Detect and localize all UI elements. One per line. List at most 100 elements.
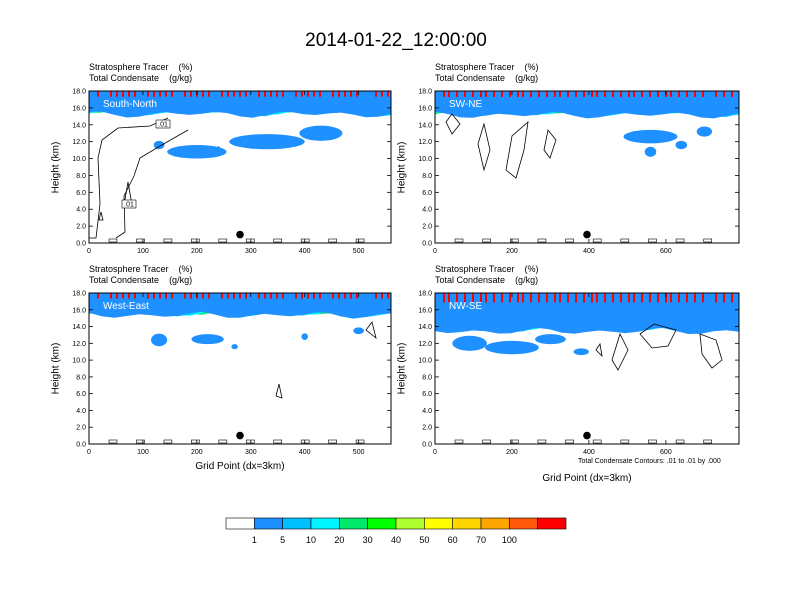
surface-contour bbox=[592, 439, 602, 444]
x-tick-label: 600 bbox=[660, 248, 672, 255]
x-tick-label: 100 bbox=[137, 248, 149, 255]
y-tick-label: 16.0 bbox=[72, 307, 86, 314]
colorbar-swatch bbox=[509, 517, 538, 530]
title-unit-condensate: (g/kg) bbox=[169, 73, 193, 83]
y-tick-label: 6.0 bbox=[422, 190, 432, 197]
tracer-streak bbox=[258, 91, 260, 97]
tracer-streak bbox=[517, 293, 519, 303]
plot-area bbox=[435, 91, 739, 243]
condensate-contour bbox=[477, 122, 491, 172]
surface-contour bbox=[355, 238, 365, 243]
tracer-streak bbox=[128, 293, 130, 299]
tracer-streak bbox=[538, 91, 540, 97]
tracer-streak bbox=[171, 91, 173, 97]
tracer-streak bbox=[591, 91, 593, 97]
tracer-streak bbox=[464, 293, 466, 303]
title-unit-tracer: (%) bbox=[178, 264, 193, 274]
tracer-blob bbox=[191, 334, 224, 345]
y-tick-label: 2.0 bbox=[76, 425, 86, 432]
tracer-streak bbox=[546, 293, 548, 303]
tracer-streak bbox=[227, 91, 229, 97]
tracer-streak bbox=[443, 91, 445, 97]
tracer-streak bbox=[530, 293, 532, 303]
y-tick-label: 14.0 bbox=[418, 122, 432, 129]
tracer-streak bbox=[575, 293, 577, 303]
tracer-streak bbox=[122, 91, 124, 97]
tracer-streak bbox=[633, 91, 635, 97]
surface-contour bbox=[565, 238, 574, 243]
contour-note: Total Condensate Contours: .01 to .01 by… bbox=[578, 458, 721, 465]
colorbar-swatch bbox=[424, 517, 453, 530]
tracer-streak bbox=[604, 293, 606, 303]
plot-area bbox=[435, 293, 739, 444]
x-tick-label: 400 bbox=[583, 449, 595, 456]
tracer-streak bbox=[649, 91, 651, 97]
tracer-streak bbox=[301, 91, 303, 97]
tracer-streak bbox=[678, 91, 680, 97]
x-tick-label: 400 bbox=[299, 449, 311, 456]
tracer-streak bbox=[501, 91, 503, 97]
x-tick-label: 500 bbox=[353, 449, 365, 456]
tracer-streak bbox=[147, 293, 149, 299]
contour-label: .01 bbox=[124, 202, 134, 209]
tracer-streak bbox=[375, 91, 377, 97]
tracer-blob bbox=[299, 125, 343, 141]
tracer-streak bbox=[295, 91, 297, 97]
tracer-streak bbox=[338, 91, 340, 97]
surface-contour bbox=[509, 238, 519, 243]
surface-contour bbox=[136, 238, 145, 243]
tracer-streak bbox=[332, 293, 334, 299]
tracer-streak bbox=[245, 91, 247, 97]
surface-contour bbox=[300, 238, 310, 243]
tracer-streak bbox=[731, 293, 733, 303]
tracer-streak bbox=[715, 293, 717, 303]
contour-label-box bbox=[155, 119, 171, 129]
tracer-streak bbox=[657, 293, 659, 303]
y-tick-label: 16.0 bbox=[72, 105, 86, 112]
y-tick-label: 0.0 bbox=[422, 442, 432, 449]
plot-background bbox=[89, 293, 391, 444]
colorbar-swatch bbox=[310, 517, 340, 530]
y-tick-label: 10.0 bbox=[72, 358, 86, 365]
tracer-streak bbox=[620, 293, 622, 303]
tracer-streak bbox=[134, 293, 136, 299]
tracer-streak bbox=[583, 293, 585, 303]
colorbar-label: 70 bbox=[476, 535, 486, 545]
surface-contour bbox=[245, 439, 255, 444]
tracer-streak bbox=[344, 293, 346, 299]
tracer-streak bbox=[282, 91, 284, 97]
surface-contour bbox=[163, 238, 173, 243]
y-tick-label: 14.0 bbox=[72, 122, 86, 129]
tracer-streak bbox=[208, 91, 210, 97]
colorbar-swatch bbox=[452, 517, 482, 530]
surface-contour bbox=[592, 238, 602, 243]
y-tick-label: 18.0 bbox=[418, 89, 432, 96]
tracer-streak bbox=[731, 91, 733, 97]
x-tick-label: 500 bbox=[353, 248, 365, 255]
tracer-streak bbox=[456, 293, 458, 303]
colorbar-swatch bbox=[282, 517, 312, 530]
condensate-contour bbox=[505, 120, 529, 179]
tracer-streak bbox=[686, 91, 688, 97]
title-line-condensate: Total Condensate bbox=[435, 73, 506, 83]
panel-label: SW-NE bbox=[449, 99, 482, 110]
tracer-streak bbox=[575, 91, 577, 97]
tracer-streak bbox=[350, 91, 352, 97]
surface-contour bbox=[675, 238, 685, 243]
tracer-streak bbox=[319, 91, 321, 97]
y-tick-label: 8.0 bbox=[422, 173, 432, 180]
tracer-streak bbox=[282, 293, 284, 299]
tracer-blob bbox=[452, 335, 487, 351]
panel-label: South-North bbox=[103, 99, 157, 110]
tracer-streak bbox=[393, 91, 395, 97]
title-line-condensate: Total Condensate bbox=[89, 73, 160, 83]
tracer-streak bbox=[110, 293, 112, 299]
surface-contour bbox=[648, 439, 657, 444]
tracer-streak bbox=[628, 293, 630, 303]
y-tick-label: 8.0 bbox=[76, 173, 86, 180]
title-line-tracer: Stratosphere Tracer bbox=[89, 62, 169, 72]
tracer-streak bbox=[387, 293, 389, 299]
tracer-streak bbox=[270, 91, 272, 97]
panel-nw-se: NW-SE 0.0 2.0 4.0 6.0 8.0 10.0 12.0 14.0 16.0 18.0… bbox=[418, 291, 740, 456]
tracer-streak bbox=[184, 293, 186, 299]
